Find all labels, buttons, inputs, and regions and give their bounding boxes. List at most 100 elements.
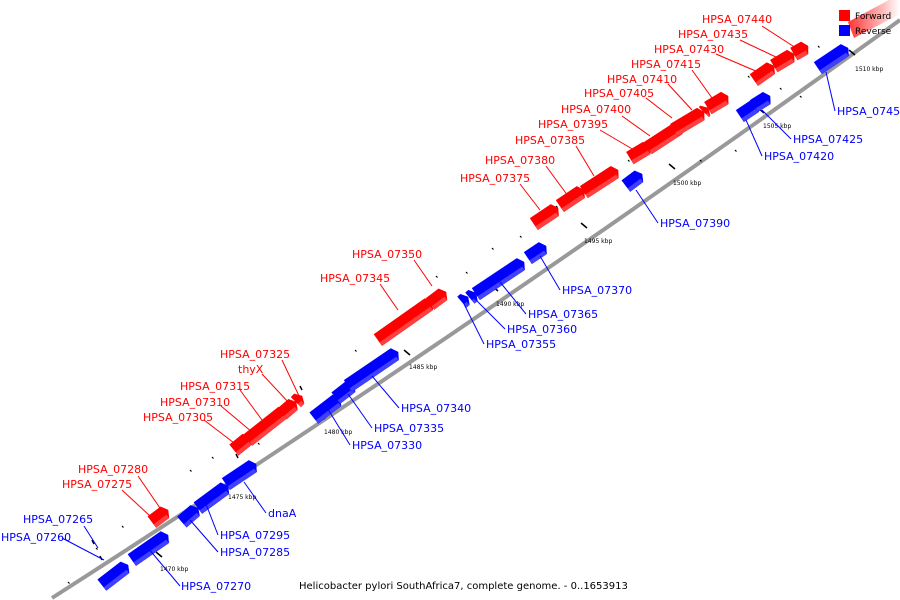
gene-label-hpsa_07395[interactable]: HPSA_07395 — [538, 118, 608, 131]
leader-line — [121, 489, 151, 517]
gene-block-hpsa_07345[interactable] — [373, 298, 434, 347]
gene-label-hpsa_07390[interactable]: HPSA_07390 — [660, 217, 730, 230]
gene-label-hpsa_07260[interactable]: HPSA_07260 — [1, 531, 71, 544]
gene-block-shade — [227, 468, 257, 490]
gene-label-hpsa_07380[interactable]: HPSA_07380 — [485, 154, 555, 167]
gene-block-hpsa_07440[interactable] — [790, 41, 809, 61]
gene-block-hpsa_07315[interactable] — [277, 399, 298, 420]
gene-block-hpsa_07405[interactable] — [670, 107, 705, 137]
leader-line — [239, 389, 263, 421]
tick-layer: 1470 kbp 1475 kbp 1480 kbp 1485 kbp 1490 kbp… — [67, 45, 883, 584]
leader-line — [147, 547, 181, 587]
kbp-tick-label: 1490 kbp — [496, 301, 524, 308]
leader-line — [539, 255, 561, 291]
gene-label-hpsa_07270[interactable]: HPSA_07270 — [181, 580, 251, 593]
gene-block-hpsa_07380[interactable] — [555, 186, 585, 213]
gene-label-hpsa_07385[interactable]: HPSA_07385 — [515, 134, 585, 147]
leader-line — [635, 189, 659, 224]
gene-block-dnaa[interactable] — [221, 460, 257, 491]
minor-tick — [779, 87, 782, 90]
gene-block-hpsa_07370[interactable] — [523, 242, 547, 265]
gene-block-shade — [775, 58, 795, 72]
gene-label-hpsa_07305[interactable]: HPSA_07305 — [143, 411, 213, 424]
gene-block-hpsa_07450[interactable] — [813, 44, 849, 75]
gene-label-hpsa_07375[interactable]: HPSA_07375 — [460, 172, 530, 185]
gene-label-hpsa_07435[interactable]: HPSA_07435 — [678, 28, 748, 41]
gene-label-thyx[interactable]: thyX — [238, 363, 264, 376]
gene-block-hpsa_07425[interactable] — [749, 91, 771, 113]
gene-label-hpsa_07410[interactable]: HPSA_07410 — [607, 73, 677, 86]
gene-label-hpsa_07315[interactable]: HPSA_07315 — [180, 380, 250, 393]
kbp-tick — [580, 222, 588, 229]
gene-label-hpsa_07345[interactable]: HPSA_07345 — [320, 272, 390, 285]
gene-block-shade — [649, 130, 683, 154]
leader-line — [473, 297, 506, 330]
minor-tick — [491, 247, 494, 250]
gene-label-hpsa_07285[interactable]: HPSA_07285 — [220, 546, 290, 559]
gene-label-hpsa_07350[interactable]: HPSA_07350 — [352, 248, 422, 261]
gene-label-hpsa_07265[interactable]: HPSA_07265 — [23, 513, 93, 526]
gene-block-hpsa_07435[interactable] — [770, 49, 795, 73]
gene-block-shade — [315, 402, 342, 424]
leader-line — [220, 405, 253, 433]
gene-label-hpsa_07430[interactable]: HPSA_07430 — [654, 43, 724, 56]
gene-label-hpsa_07355[interactable]: HPSA_07355 — [486, 338, 556, 351]
minor-tick — [189, 469, 192, 472]
gene-block-hpsa_07350[interactable] — [425, 288, 448, 310]
gene-label-hpsa_07325[interactable]: HPSA_07325 — [220, 348, 290, 361]
gene-block-shade — [133, 539, 169, 566]
gene-block-hpsa_07415[interactable] — [704, 91, 729, 115]
leader-line — [667, 83, 693, 111]
gene-block-hpsa_07390[interactable] — [621, 170, 644, 192]
gene-block-hpsa_07340[interactable] — [343, 348, 399, 393]
gene-block-hpsa_07385[interactable] — [579, 166, 619, 199]
gene-label-hpsa_07275[interactable]: HPSA_07275 — [62, 478, 132, 491]
gene-block-hpsa_07375[interactable] — [529, 204, 559, 231]
gene-label-hpsa_07450[interactable]: HPSA_07450 — [837, 105, 900, 118]
gene-label-hpsa_07420[interactable]: HPSA_07420 — [764, 150, 834, 163]
gene-label-hpsa_07335[interactable]: HPSA_07335 — [374, 422, 444, 435]
gene-label-hpsa_07365[interactable]: HPSA_07365 — [528, 308, 598, 321]
gene-label-hpsa_07400[interactable]: HPSA_07400 — [561, 103, 631, 116]
gene-label-dnaa[interactable]: dnaA — [268, 507, 297, 520]
gene-block-shade — [471, 297, 478, 304]
gene-label-hpsa_07340[interactable]: HPSA_07340 — [401, 402, 471, 415]
gene-block-shade — [379, 306, 433, 346]
gene-label-hpsa_07295[interactable]: HPSA_07295 — [220, 529, 290, 542]
gene-label-hpsa_07425[interactable]: HPSA_07425 — [793, 133, 863, 146]
leader-line — [761, 109, 792, 140]
gene-label-hpsa_07415[interactable]: HPSA_07415 — [631, 58, 701, 71]
leader-line — [379, 283, 399, 311]
leader-line — [575, 145, 595, 177]
kbp-tick — [668, 163, 676, 170]
leader-line — [371, 375, 400, 409]
gene-block-shade — [103, 569, 130, 591]
leader-line — [715, 53, 759, 73]
gene-block-hpsa_07410[interactable] — [698, 105, 711, 118]
leader-line — [621, 115, 651, 137]
gene-block-hpsa_07365[interactable] — [471, 258, 525, 301]
gene-label-hpsa_07370[interactable]: HPSA_07370 — [562, 284, 632, 297]
gene-label-hpsa_07310[interactable]: HPSA_07310 — [160, 396, 230, 409]
gene-label-hpsa_07280[interactable]: HPSA_07280 — [78, 463, 148, 476]
gene-label-hpsa_07405[interactable]: HPSA_07405 — [584, 87, 654, 100]
gene-block-hpsa_07275[interactable] — [147, 506, 170, 528]
gene-block-shade — [463, 301, 470, 308]
leader-line — [599, 129, 635, 151]
kbp-tick-label: 1505 kbp — [763, 123, 791, 130]
label-layer: HPSA_07260 HPSA_07265 HPSA_07270 HPSA_07275… — [1, 13, 900, 593]
gene-label-hpsa_07440[interactable]: HPSA_07440 — [702, 13, 772, 26]
legend-reverse-label: Reverse — [855, 27, 892, 37]
gene-block-shade — [631, 150, 651, 164]
gene-block-hpsa_07285[interactable] — [177, 505, 200, 528]
legend-reverse-swatch — [839, 25, 850, 36]
gene-label-hpsa_07330[interactable]: HPSA_07330 — [352, 439, 422, 452]
gene-block-hpsa_07295[interactable] — [193, 482, 230, 514]
kbp-tick-label: 1485 kbp — [409, 364, 437, 371]
gene-block-hpsa_07270[interactable] — [97, 561, 130, 591]
gene-block-hpsa_07355[interactable] — [457, 293, 470, 308]
gene-block-hpsa_07430[interactable] — [749, 62, 775, 87]
gene-label-hpsa_07360[interactable]: HPSA_07360 — [507, 323, 577, 336]
leader-line — [463, 303, 485, 345]
